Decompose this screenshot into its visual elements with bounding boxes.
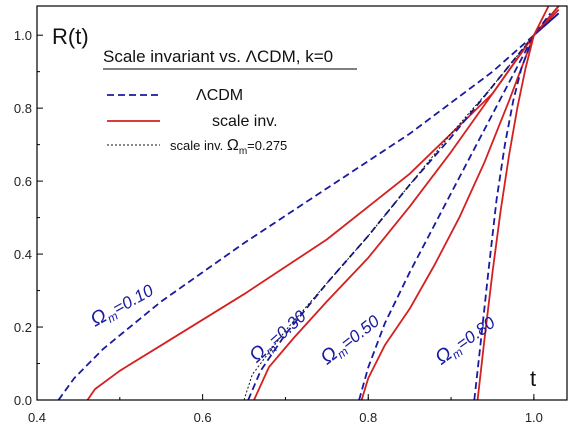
series-lcdm-0.3	[247, 12, 560, 400]
series-special-0.275	[243, 34, 535, 400]
x-axis-title: t	[530, 366, 536, 391]
x-tick-label: 0.4	[28, 410, 46, 425]
legend-label-lcdm: ΛCDM	[196, 87, 243, 104]
y-tick-label: 0.2	[14, 320, 32, 335]
y-tick-label: 0.6	[14, 174, 32, 189]
omega-annotation: Ωm=0.50	[316, 310, 385, 371]
legend-label-scale_inv: scale inv.	[212, 113, 278, 130]
omega-annotation: Ωm=0.10	[87, 279, 159, 333]
y-axis-title: R(t)	[52, 24, 89, 49]
series-lcdm-0.5	[358, 12, 560, 400]
omega-annotation: Ωm=0.80	[431, 311, 501, 371]
y-tick-label: 1.0	[14, 28, 32, 43]
legend-label-special: scale inv. Ωm=0.275	[170, 137, 287, 157]
y-tick-label: 0.0	[14, 393, 32, 408]
x-tick-label: 0.8	[359, 410, 377, 425]
omega-annotation: Ωm=0.30	[245, 305, 312, 369]
chart-title: Scale invariant vs. ΛCDM, k=0	[103, 47, 333, 66]
series-scale_inv-0.3	[253, 6, 560, 400]
x-tick-label: 0.6	[194, 410, 212, 425]
series-scale_inv-0.8	[476, 6, 550, 400]
y-tick-label: 0.4	[14, 247, 32, 262]
series-scale_inv-0.1	[86, 8, 560, 400]
series-lcdm-0.1	[57, 12, 560, 400]
plot-frame	[36, 5, 568, 401]
axes-layer: 0.4 0.6 0.8 1.0 0.0 0.2 0.4 0.6 0.8 1.0	[14, 28, 543, 425]
legend: Scale invariant vs. ΛCDM, k=0 ΛCDM scale …	[103, 47, 357, 157]
curves-layer	[57, 6, 560, 400]
x-tick-label: 1.0	[525, 410, 543, 425]
series-lcdm-0.8	[473, 12, 552, 400]
y-tick-label: 0.8	[14, 101, 32, 116]
